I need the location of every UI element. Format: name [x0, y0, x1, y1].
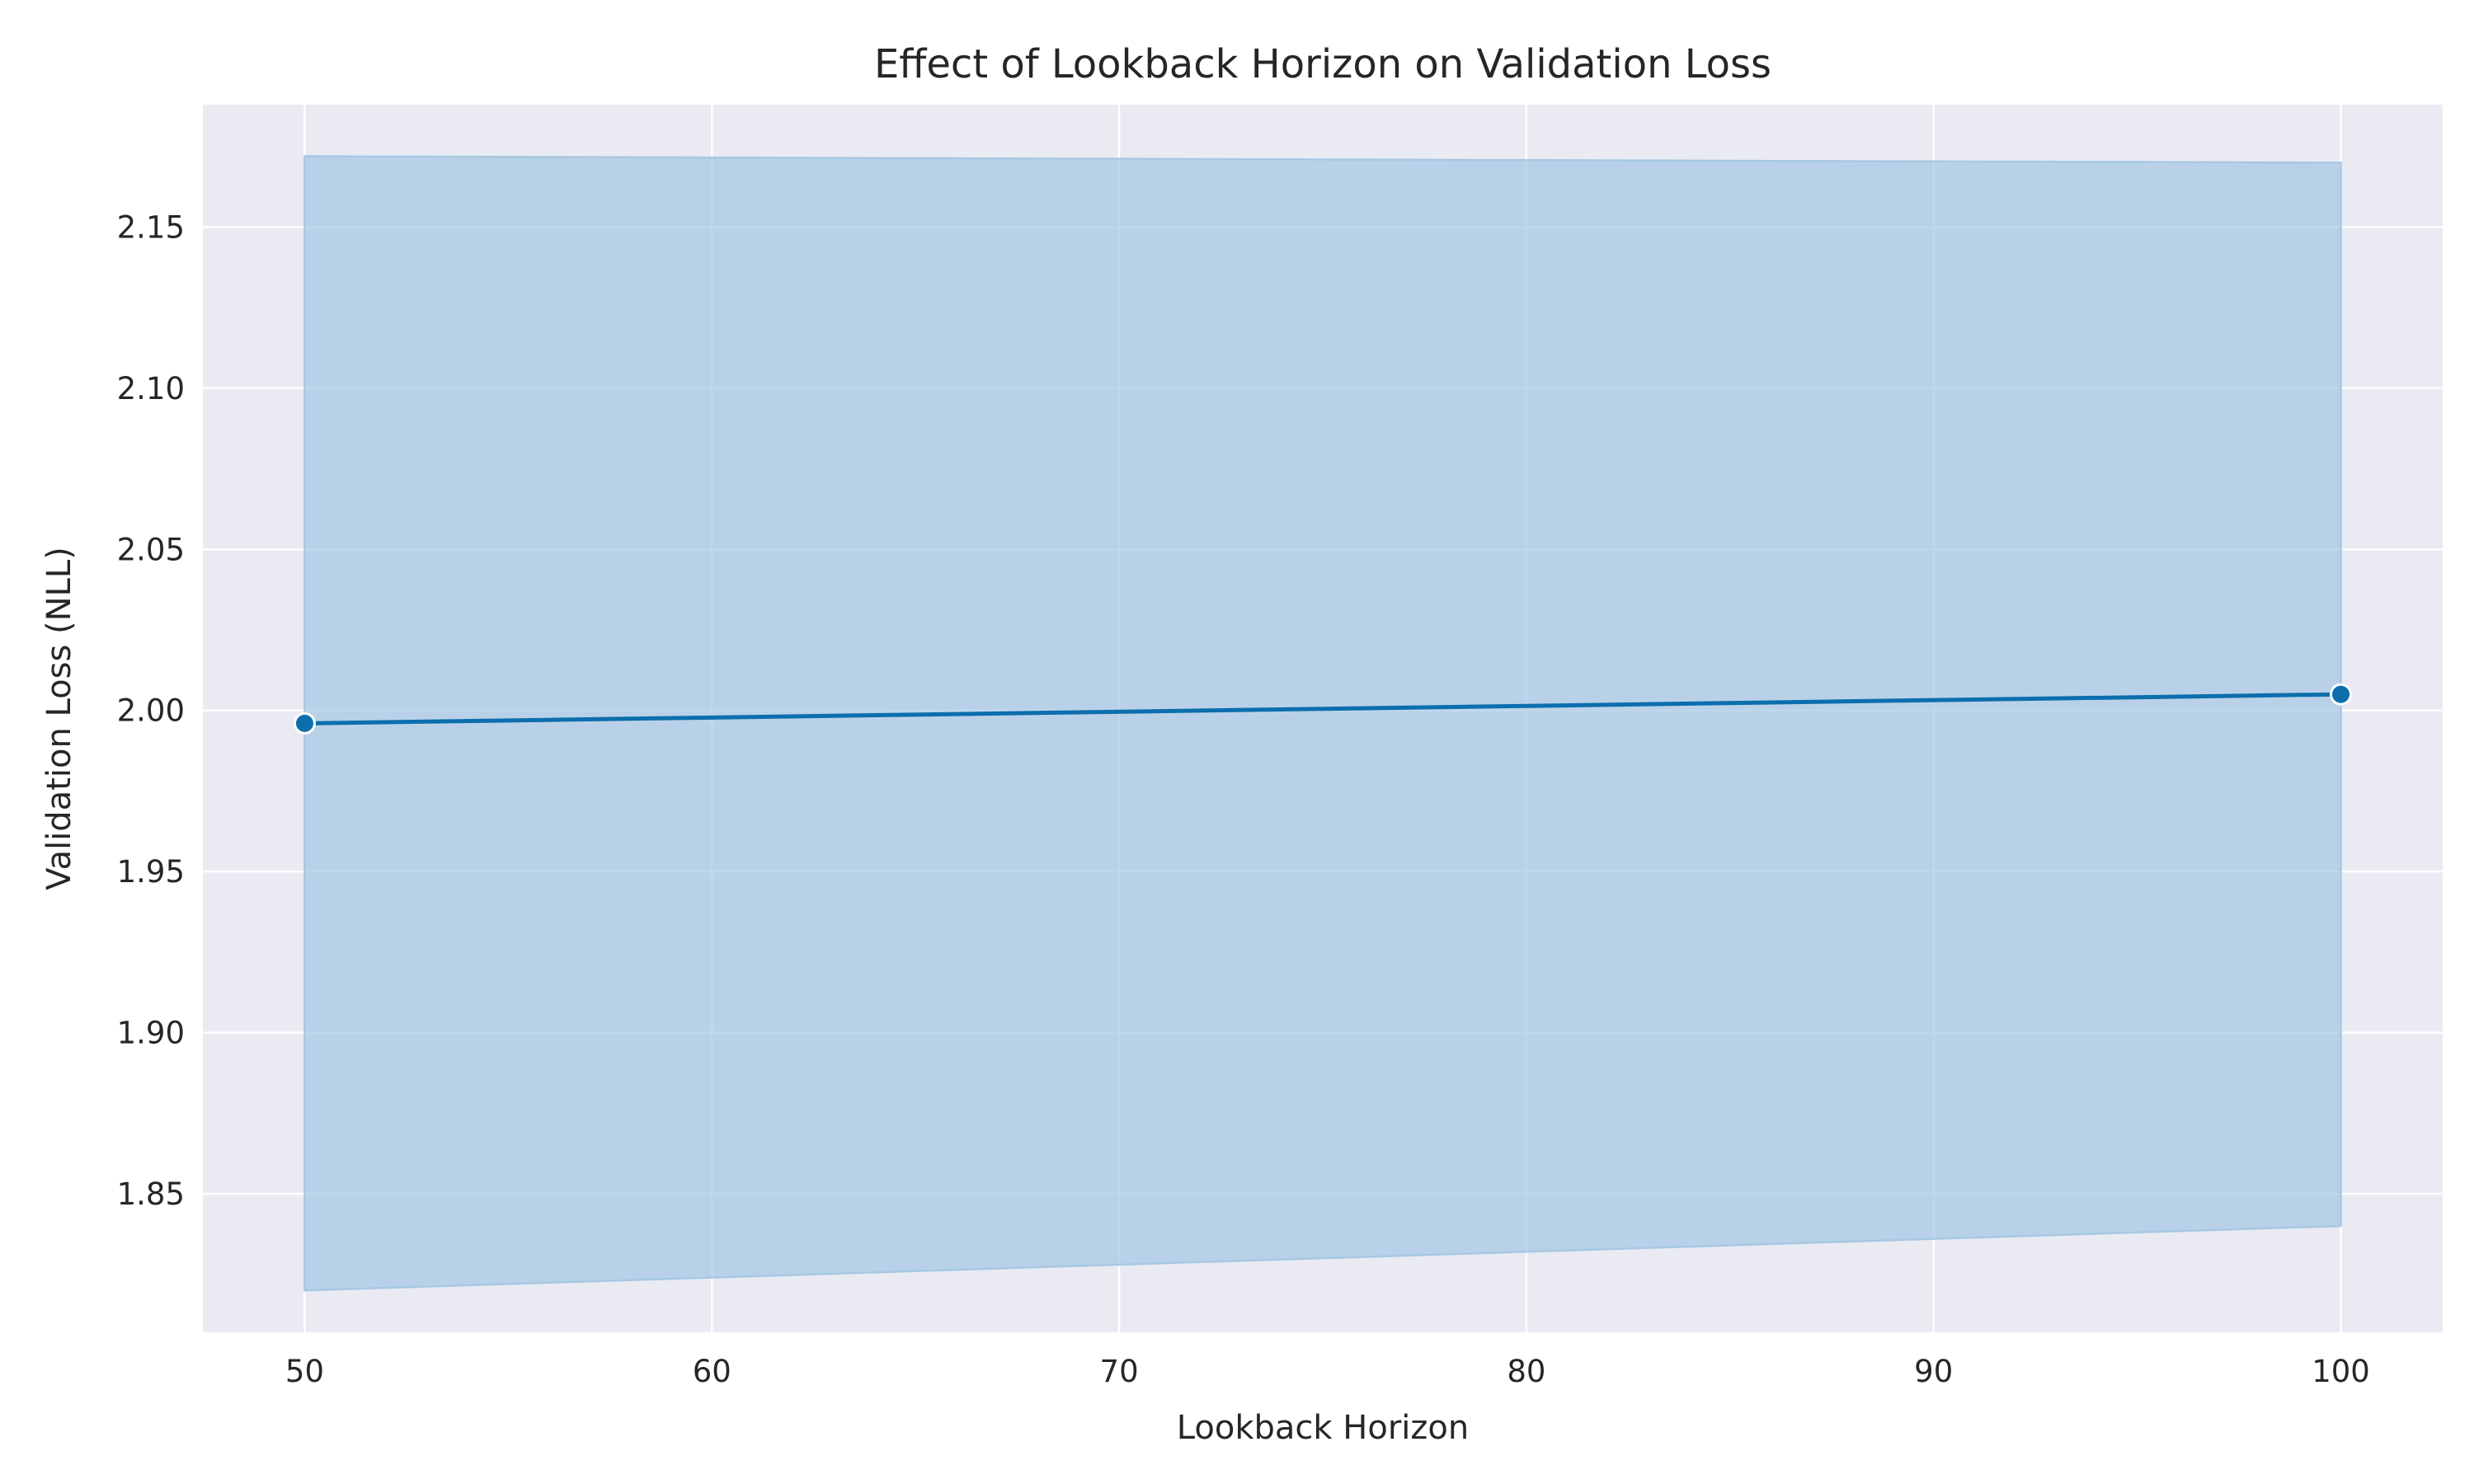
x-tick-labels: 50 60 70 80 90 100	[285, 1354, 2370, 1389]
series-line	[304, 692, 2341, 726]
x-tick-label: 70	[1100, 1354, 1139, 1389]
y-tick-label: 1.95	[117, 854, 185, 890]
x-tick-label: 50	[285, 1354, 324, 1389]
y-tick-label: 2.10	[117, 371, 185, 406]
x-tick-label: 90	[1914, 1354, 1953, 1389]
y-tick-labels: 1.85 1.90 1.95 2.00 2.05 2.10 2.15	[117, 210, 185, 1212]
series-lines	[304, 692, 2341, 726]
chart-title: Effect of Lookback Horizon on Validation…	[874, 41, 1771, 87]
confidence-band	[303, 155, 2342, 1292]
confidence-bands	[303, 155, 2342, 1292]
y-tick-label: 2.05	[117, 532, 185, 567]
x-tick-label: 80	[1507, 1354, 1545, 1389]
y-axis-label: Validation Loss (NLL)	[40, 547, 78, 890]
y-tick-label: 1.85	[117, 1176, 185, 1212]
x-axis-label: Lookback Horizon	[1177, 1409, 1469, 1447]
x-tick-label: 100	[2312, 1354, 2370, 1389]
x-tick-label: 60	[693, 1354, 731, 1389]
series-points	[293, 683, 2353, 735]
y-tick-label: 2.15	[117, 210, 185, 246]
data-point	[2330, 683, 2353, 706]
data-point	[293, 711, 316, 735]
y-tick-label: 2.00	[117, 693, 185, 729]
y-tick-label: 1.90	[117, 1016, 185, 1051]
